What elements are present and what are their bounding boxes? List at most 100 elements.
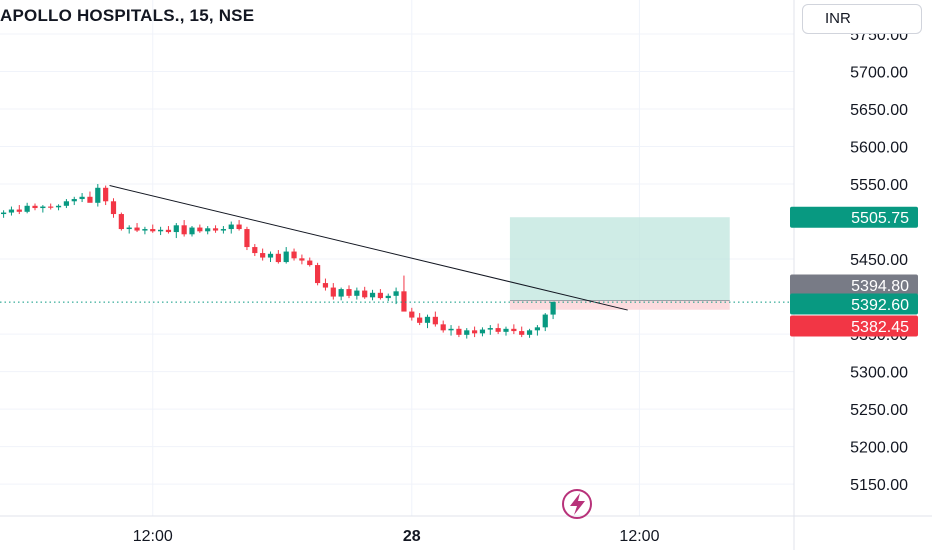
candle-body <box>479 329 486 334</box>
candle <box>393 287 399 305</box>
y-tick-label: 5650.00 <box>850 102 908 119</box>
y-tick-label: 5300.00 <box>850 365 908 382</box>
candle <box>424 314 431 329</box>
candle-body <box>134 227 140 231</box>
candle <box>519 326 525 338</box>
trendline[interactable] <box>109 185 628 311</box>
candle <box>150 224 156 233</box>
target-zone[interactable] <box>509 217 730 301</box>
candle-body <box>189 227 195 235</box>
candle-body <box>291 251 297 259</box>
candle <box>283 247 289 264</box>
candle <box>24 202 30 214</box>
price-tag-bg <box>790 315 918 337</box>
price-tag-red: 5382.45 <box>790 315 918 337</box>
candle-body <box>173 225 179 233</box>
candle-body <box>1 212 7 215</box>
candle <box>322 278 329 291</box>
candle-body <box>448 328 454 331</box>
candle <box>205 226 211 235</box>
candle-body <box>346 289 352 296</box>
candle <box>291 248 297 261</box>
candle <box>220 226 226 234</box>
price-tag-label: 5392.60 <box>851 297 909 314</box>
price-tag-bg <box>790 274 918 296</box>
candle-body <box>503 328 509 332</box>
candle-body <box>440 324 446 331</box>
candle-body <box>354 290 360 296</box>
long-position-tool[interactable] <box>509 217 730 310</box>
candle-body <box>511 328 517 332</box>
symbol-title: APOLLO HOSPITALS., 15, NSE <box>0 6 255 25</box>
candle-body <box>126 227 132 230</box>
candle <box>267 251 274 263</box>
candle-body <box>95 187 101 203</box>
candle <box>417 313 423 326</box>
candle <box>212 225 219 233</box>
candle-body <box>71 199 77 202</box>
candle-body <box>24 205 30 212</box>
candle <box>354 287 360 300</box>
candle-body <box>456 328 462 335</box>
candle <box>542 313 548 332</box>
lightning-bolt-icon <box>562 489 592 519</box>
candle <box>181 220 187 237</box>
candle-body <box>487 328 493 330</box>
candle <box>110 198 117 218</box>
candle-body <box>307 260 313 266</box>
trendline-segment[interactable] <box>109 185 628 311</box>
candle-body <box>526 330 533 335</box>
candle-body <box>542 314 548 328</box>
candle <box>409 307 415 321</box>
candle-body <box>275 253 281 263</box>
candle <box>134 223 140 233</box>
candle <box>95 184 101 207</box>
candle <box>495 323 501 335</box>
candle-body <box>212 228 219 231</box>
candle-body <box>63 201 69 206</box>
candle-body <box>330 287 336 297</box>
candle-body <box>103 187 109 202</box>
candle-body <box>424 316 431 323</box>
y-tick-label: 5250.00 <box>850 402 908 419</box>
candle-body <box>267 253 274 258</box>
price-tag-green: 5392.60 <box>790 293 918 315</box>
candle-body <box>79 196 85 200</box>
time-axis[interactable]: 12:00 28 12:00 <box>133 528 660 545</box>
candle <box>534 325 540 336</box>
x-tick-label: 12:00 <box>619 528 659 545</box>
currency-button[interactable]: INR <box>802 4 922 34</box>
candle <box>362 286 368 299</box>
y-tick-label: 5600.00 <box>850 140 908 157</box>
candle-body <box>495 328 501 332</box>
candle <box>346 285 352 299</box>
y-tick-label: 5700.00 <box>850 65 908 82</box>
candle-body <box>181 225 187 235</box>
candle <box>503 326 509 336</box>
candle-body <box>8 209 15 213</box>
candle <box>260 248 266 261</box>
stop-zone[interactable] <box>509 300 730 310</box>
price-axis[interactable]: 5750.005700.005650.005600.005550.005450.… <box>850 27 908 494</box>
candle <box>479 327 486 337</box>
candle-body <box>519 331 525 335</box>
candle <box>8 206 15 216</box>
candle <box>440 320 446 333</box>
candle <box>338 287 344 301</box>
candle <box>369 289 376 301</box>
candle <box>126 225 132 234</box>
x-tick-label: 12:00 <box>133 528 173 545</box>
candle <box>48 203 54 210</box>
candle <box>550 301 556 320</box>
candle-body <box>369 292 376 298</box>
candle <box>464 328 470 339</box>
candle <box>385 293 391 302</box>
candle-body <box>385 295 391 299</box>
candle-body <box>260 253 266 258</box>
candle-body <box>158 229 164 232</box>
candle-body <box>401 291 407 312</box>
candle <box>448 325 454 336</box>
candle-body <box>205 228 211 232</box>
y-tick-label: 5550.00 <box>850 177 908 194</box>
